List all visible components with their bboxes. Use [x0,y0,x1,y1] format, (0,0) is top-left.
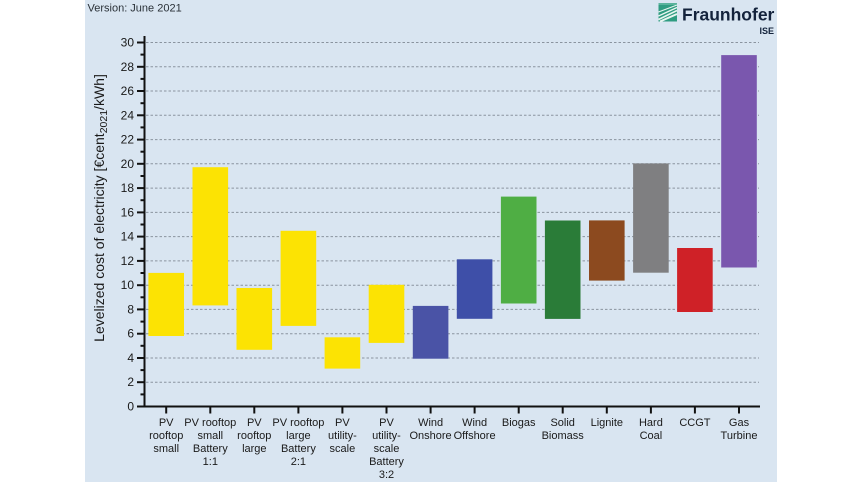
svg-text:6: 6 [127,327,134,341]
svg-text:Biogas: Biogas [502,417,536,429]
svg-text:Wind: Wind [462,417,487,429]
svg-text:PV: PV [247,417,262,429]
svg-text:Lignite: Lignite [591,417,623,429]
svg-text:4: 4 [127,351,134,365]
svg-text:scale: scale [330,443,356,455]
svg-text:rooftop: rooftop [237,430,271,442]
svg-text:14: 14 [121,230,135,244]
svg-text:Levelized cost of electricity: Levelized cost of electricity [€cent2021… [91,74,110,342]
svg-text:PV rooftop: PV rooftop [272,417,324,429]
svg-text:Version: June 2021: Version: June 2021 [88,3,182,15]
svg-text:small: small [197,430,223,442]
svg-text:Battery: Battery [369,456,404,468]
svg-text:10: 10 [121,278,135,292]
svg-text:Wind: Wind [418,417,443,429]
svg-text:2:1: 2:1 [291,456,306,468]
svg-text:Hard: Hard [639,417,663,429]
svg-text:28: 28 [121,60,135,74]
svg-text:Fraunhofer: Fraunhofer [682,5,775,25]
svg-text:Solid: Solid [550,417,574,429]
svg-text:22: 22 [121,133,135,147]
svg-text:small: small [153,443,179,455]
svg-text:Biomass: Biomass [542,430,585,442]
svg-text:Offshore: Offshore [454,430,496,442]
svg-text:CCGT: CCGT [679,417,710,429]
svg-text:20: 20 [121,157,135,171]
svg-text:scale: scale [374,443,400,455]
svg-text:PV: PV [379,417,394,429]
svg-text:Coal: Coal [640,430,663,442]
svg-text:PV: PV [335,417,350,429]
svg-text:Turbine: Turbine [721,430,758,442]
svg-text:utility-: utility- [328,430,357,442]
svg-text:Onshore: Onshore [409,430,451,442]
svg-text:large: large [286,430,310,442]
svg-text:3:2: 3:2 [379,469,394,481]
svg-text:8: 8 [127,302,134,316]
svg-text:16: 16 [121,205,135,219]
svg-text:PV rooftop: PV rooftop [184,417,236,429]
svg-text:26: 26 [121,84,135,98]
svg-text:large: large [242,443,266,455]
svg-text:30: 30 [121,36,135,50]
svg-text:1:1: 1:1 [203,456,218,468]
svg-text:rooftop: rooftop [149,430,183,442]
svg-text:utility-: utility- [372,430,401,442]
svg-text:12: 12 [121,254,135,268]
svg-text:Battery: Battery [193,443,228,455]
svg-text:0: 0 [127,400,134,414]
svg-text:Gas: Gas [729,417,750,429]
svg-text:Battery: Battery [281,443,316,455]
svg-text:2: 2 [127,375,134,389]
svg-text:24: 24 [121,108,135,122]
svg-text:ISE: ISE [759,26,774,36]
svg-text:PV: PV [159,417,174,429]
svg-text:18: 18 [121,181,135,195]
